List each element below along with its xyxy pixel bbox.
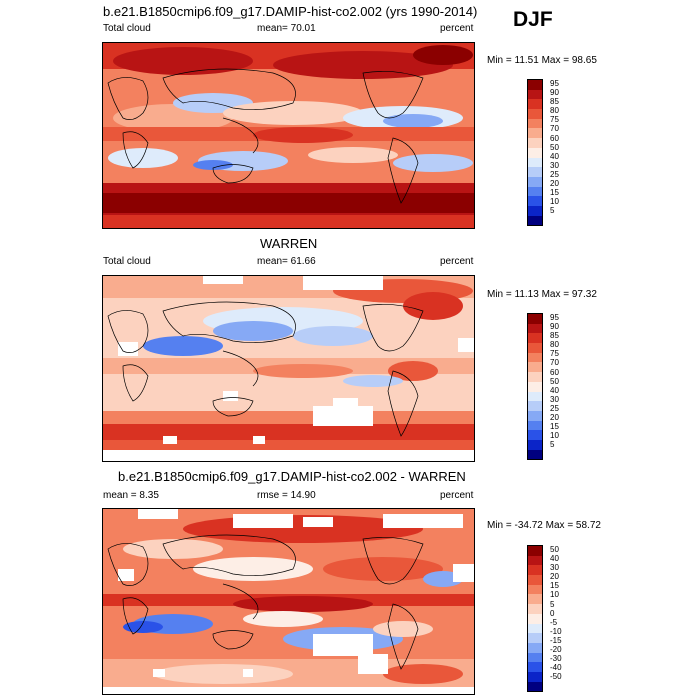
colorbar-tick-label: 10 (550, 197, 559, 206)
panel2-variable-label: Total cloud (103, 256, 151, 267)
panel2-title: WARREN (260, 236, 318, 251)
panel2-colorbar (527, 313, 543, 460)
panel3-colorbar (527, 545, 543, 692)
panel1-mean-label: mean= 70.01 (257, 23, 316, 34)
colorbar-tick-label: 20 (550, 572, 559, 581)
panel1-units-label: percent (440, 23, 474, 34)
colorbar-tick-label: -50 (550, 672, 562, 681)
colorbar-tick-label: 70 (550, 358, 559, 367)
colorbar-tick-label: 50 (550, 143, 559, 152)
colorbar-tick-label: 5 (550, 440, 555, 449)
panel1-variable-label: Total cloud (103, 23, 151, 34)
colorbar-tick-label: 30 (550, 395, 559, 404)
colorbar-tick-label: 15 (550, 188, 559, 197)
panel3-rmse-label: rmse = 14.90 (257, 490, 316, 501)
colorbar-tick-label: 10 (550, 590, 559, 599)
colorbar-tick-label: 30 (550, 161, 559, 170)
colorbar-tick-label: 5 (550, 206, 555, 215)
panel3-map-field (103, 509, 474, 694)
colorbar-tick-label: 0 (550, 609, 555, 618)
panel3-mean-label: mean = 8.35 (103, 490, 159, 501)
colorbar-tick-label: 60 (550, 134, 559, 143)
panel2-mean-label: mean= 61.66 (257, 256, 316, 267)
panel2-map-field (103, 276, 474, 461)
colorbar-tick-label: 75 (550, 115, 559, 124)
colorbar-tick-label: 60 (550, 368, 559, 377)
panel3-units-label: percent (440, 490, 474, 501)
panel1-colorbar (527, 79, 543, 226)
panel3-map (102, 508, 475, 695)
colorbar-tick-label: 90 (550, 88, 559, 97)
colorbar-tick-label: -5 (550, 618, 558, 627)
colorbar-tick-label: 95 (550, 79, 559, 88)
colorbar-tick-label: 75 (550, 349, 559, 358)
season-label: DJF (513, 8, 553, 31)
colorbar-tick-label: -15 (550, 636, 562, 645)
panel1-title: b.e21.B1850cmip6.f09_g17.DAMIP-hist-co2.… (103, 4, 478, 19)
colorbar-tick-label: 20 (550, 413, 559, 422)
colorbar-tick-label: 85 (550, 331, 559, 340)
colorbar-tick-label: 95 (550, 313, 559, 322)
colorbar-tick-label: -20 (550, 645, 562, 654)
colorbar-tick-label: -40 (550, 663, 562, 672)
colorbar-tick-label: -30 (550, 654, 562, 663)
colorbar-tick-label: 15 (550, 422, 559, 431)
colorbar-tick-label: 25 (550, 404, 559, 413)
colorbar-tick-label: 30 (550, 563, 559, 572)
colorbar-tick-label: 80 (550, 340, 559, 349)
colorbar-tick-label: 25 (550, 170, 559, 179)
panel3-title: b.e21.B1850cmip6.f09_g17.DAMIP-hist-co2.… (118, 469, 466, 484)
panel2-map (102, 275, 475, 462)
panel2-units-label: percent (440, 256, 474, 267)
colorbar-tick-label: 40 (550, 554, 559, 563)
panel1-map (102, 42, 475, 229)
colorbar-tick-label: 70 (550, 124, 559, 133)
colorbar-tick-label: 80 (550, 106, 559, 115)
panel2-minmax-label: Min = 11.13 Max = 97.32 (487, 289, 597, 300)
colorbar-tick-label: 10 (550, 431, 559, 440)
colorbar-tick-label: 5 (550, 600, 555, 609)
colorbar-tick-label: 90 (550, 322, 559, 331)
panel1-map-field (103, 43, 474, 228)
panel1-minmax-label: Min = 11.51 Max = 98.65 (487, 55, 597, 66)
colorbar-tick-label: 50 (550, 377, 559, 386)
colorbar-tick-label: 20 (550, 179, 559, 188)
colorbar-tick-label: 40 (550, 386, 559, 395)
colorbar-tick-label: 85 (550, 97, 559, 106)
colorbar-tick-label: 15 (550, 581, 559, 590)
colorbar-tick-label: 40 (550, 152, 559, 161)
colorbar-tick-label: 50 (550, 545, 559, 554)
colorbar-tick-label: -10 (550, 627, 562, 636)
panel3-minmax-label: Min = -34.72 Max = 58.72 (487, 520, 601, 531)
